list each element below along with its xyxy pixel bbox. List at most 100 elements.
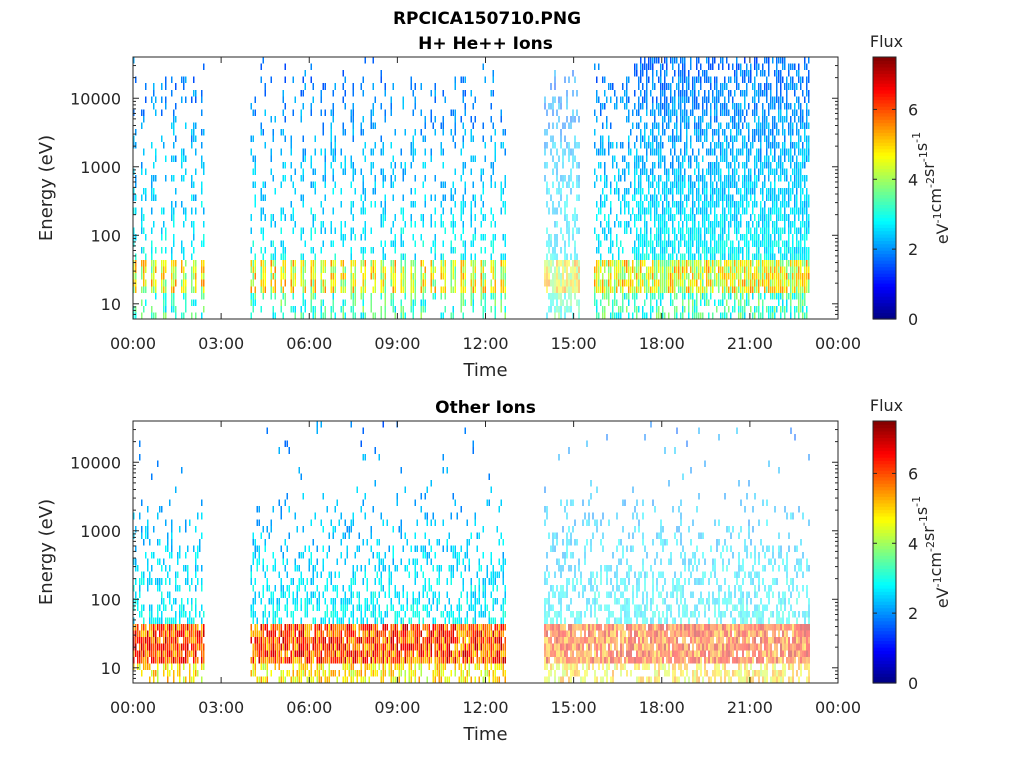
colorbar-step bbox=[873, 443, 896, 448]
colorbar: 0 2 4 6 Flux eV-1cm-2sr-1s-1 bbox=[870, 396, 952, 693]
colorbar-step bbox=[873, 263, 896, 268]
x-tick-label: 15:00 bbox=[551, 334, 597, 353]
colorbar-step bbox=[873, 315, 896, 320]
colorbar-step bbox=[873, 151, 896, 156]
y-tick-label: 10000 bbox=[70, 453, 121, 472]
colorbar-step bbox=[873, 181, 896, 186]
colorbar-step bbox=[873, 421, 896, 425]
colorbar-step bbox=[873, 57, 896, 61]
panel-1: H+ He++ Ions 00:00 03:00 06:00 09:00 12:00 15:… bbox=[36, 32, 952, 381]
x-tick-label: 00:00 bbox=[110, 334, 156, 353]
x-tick-label: 15:00 bbox=[551, 698, 597, 717]
colorbar-step bbox=[873, 424, 896, 429]
colorbar-step bbox=[873, 558, 896, 563]
colorbar-step bbox=[873, 63, 896, 68]
spectrogram-cells bbox=[133, 57, 810, 319]
colorbar-step bbox=[873, 269, 896, 274]
colorbar-unit-label: eV-1cm-2sr-1s-1 bbox=[910, 496, 952, 608]
colorbar-step bbox=[873, 457, 896, 461]
colorbar-step bbox=[873, 614, 896, 619]
x-tick-label: 00:00 bbox=[110, 698, 156, 717]
colorbar-step bbox=[873, 473, 896, 478]
panels: H+ He++ Ions 00:00 03:00 06:00 09:00 12:00 15:… bbox=[36, 32, 952, 745]
y-axis-label: Energy (eV) bbox=[36, 135, 57, 241]
colorbar-step bbox=[873, 640, 896, 645]
colorbar-step bbox=[873, 197, 896, 202]
colorbar-step bbox=[873, 312, 896, 317]
colorbar-step bbox=[873, 512, 896, 517]
colorbar-step bbox=[873, 588, 896, 592]
colorbar-step bbox=[873, 66, 896, 71]
colorbar-step bbox=[873, 663, 896, 668]
x-tick-label: 09:00 bbox=[374, 334, 420, 353]
colorbar-step bbox=[873, 256, 896, 261]
colorbar-step bbox=[873, 548, 896, 553]
colorbar-step bbox=[873, 430, 896, 435]
colorbar-step bbox=[873, 122, 896, 127]
x-tick-label: 06:00 bbox=[286, 698, 332, 717]
colorbar-step bbox=[873, 486, 896, 491]
y-tick-label: 1000 bbox=[80, 522, 121, 541]
colorbar-step bbox=[873, 463, 896, 468]
colorbar-step bbox=[873, 174, 896, 179]
colorbar-step bbox=[873, 224, 896, 228]
colorbar-step bbox=[873, 607, 896, 612]
colorbar-step bbox=[873, 60, 896, 65]
colorbar-step bbox=[873, 145, 896, 150]
colorbar-step bbox=[873, 292, 896, 297]
colorbar-step bbox=[873, 109, 896, 114]
colorbar-step bbox=[873, 70, 896, 74]
colorbar-tick-label: 2 bbox=[908, 604, 918, 623]
x-tick-label: 09:00 bbox=[374, 698, 420, 717]
colorbar-step bbox=[873, 653, 896, 658]
colorbar-step bbox=[873, 184, 896, 189]
colorbar-unit-label: eV-1cm-2sr-1s-1 bbox=[910, 132, 952, 244]
colorbar-step bbox=[873, 601, 896, 606]
y-tick-label: 10 bbox=[101, 659, 121, 678]
colorbar-step bbox=[873, 188, 896, 192]
colorbar-step bbox=[873, 617, 896, 622]
colorbar-step bbox=[873, 499, 896, 504]
colorbar-step bbox=[873, 552, 896, 556]
colorbar-step bbox=[873, 555, 896, 560]
colorbar-step bbox=[873, 279, 896, 284]
colorbar-step bbox=[873, 643, 896, 648]
colorbar-step bbox=[873, 102, 896, 107]
colorbar-step bbox=[873, 493, 896, 497]
colorbar-step bbox=[873, 466, 896, 471]
colorbar-step bbox=[873, 447, 896, 452]
spectrogram-cells bbox=[133, 421, 810, 684]
colorbar-step bbox=[873, 201, 896, 205]
colorbar-title: Flux bbox=[870, 32, 903, 51]
colorbar-step bbox=[873, 210, 896, 215]
colorbar-step bbox=[873, 502, 896, 507]
colorbar-step bbox=[873, 666, 896, 671]
colorbar-step bbox=[873, 305, 896, 310]
colorbar-step bbox=[873, 96, 896, 101]
colorbar-step bbox=[873, 119, 896, 124]
colorbar-step bbox=[873, 168, 896, 173]
x-tick-label: 06:00 bbox=[286, 334, 332, 353]
colorbar-step bbox=[873, 646, 896, 651]
panel-title: H+ He++ Ions bbox=[418, 34, 553, 54]
colorbar-step bbox=[873, 669, 896, 674]
colorbar-step bbox=[873, 437, 896, 442]
colorbar-step bbox=[873, 542, 896, 547]
colorbar-step bbox=[873, 470, 896, 475]
colorbar-step bbox=[873, 660, 896, 664]
x-tick-label: 21:00 bbox=[727, 334, 773, 353]
colorbar-step bbox=[873, 132, 896, 137]
colorbar-step bbox=[873, 460, 896, 465]
colorbar-step bbox=[873, 584, 896, 589]
colorbar-step bbox=[873, 286, 896, 291]
colorbar-tick-label: 6 bbox=[908, 100, 918, 119]
colorbar-step bbox=[873, 217, 896, 222]
colorbar-step bbox=[873, 637, 896, 642]
colorbar-step bbox=[873, 106, 896, 111]
x-tick-label: 12:00 bbox=[462, 334, 508, 353]
colorbar-step bbox=[873, 135, 896, 140]
colorbar-step bbox=[873, 233, 896, 238]
colorbar-step bbox=[873, 450, 896, 455]
colorbar-step bbox=[873, 191, 896, 196]
